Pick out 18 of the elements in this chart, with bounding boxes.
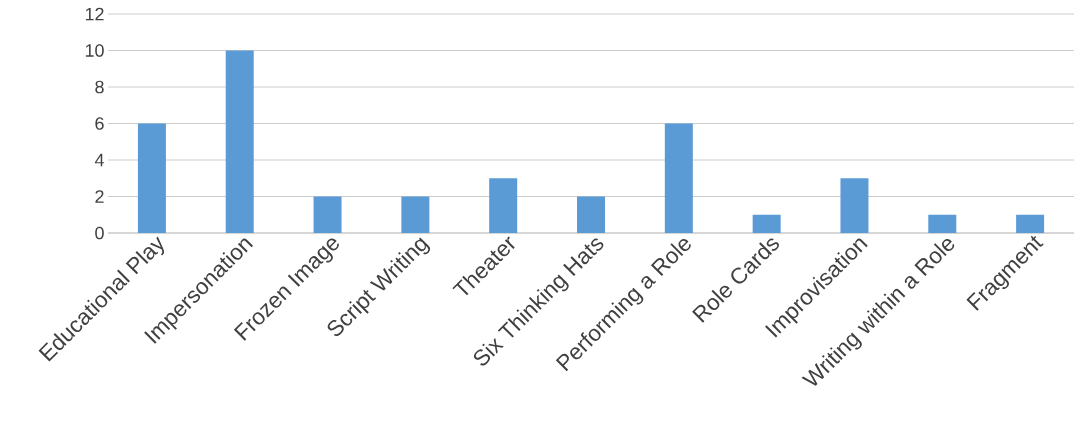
y-tick-label: 4 <box>94 153 104 167</box>
bar <box>752 214 781 233</box>
bar <box>225 50 254 233</box>
bar <box>664 123 693 233</box>
bar <box>840 178 869 233</box>
bar <box>489 178 518 233</box>
bar <box>137 123 166 233</box>
y-tick-label: 2 <box>95 190 104 203</box>
bar <box>401 196 430 233</box>
y-tick-label: 12 <box>85 7 104 21</box>
bar <box>577 196 606 233</box>
y-tick-label: 10 <box>85 44 104 57</box>
y-tick-label: 0 <box>95 226 104 240</box>
bar <box>928 214 957 233</box>
y-tick-label: 8 <box>95 80 104 94</box>
bar <box>313 196 342 233</box>
y-tick-label: 6 <box>95 117 104 130</box>
bar <box>1016 214 1045 233</box>
